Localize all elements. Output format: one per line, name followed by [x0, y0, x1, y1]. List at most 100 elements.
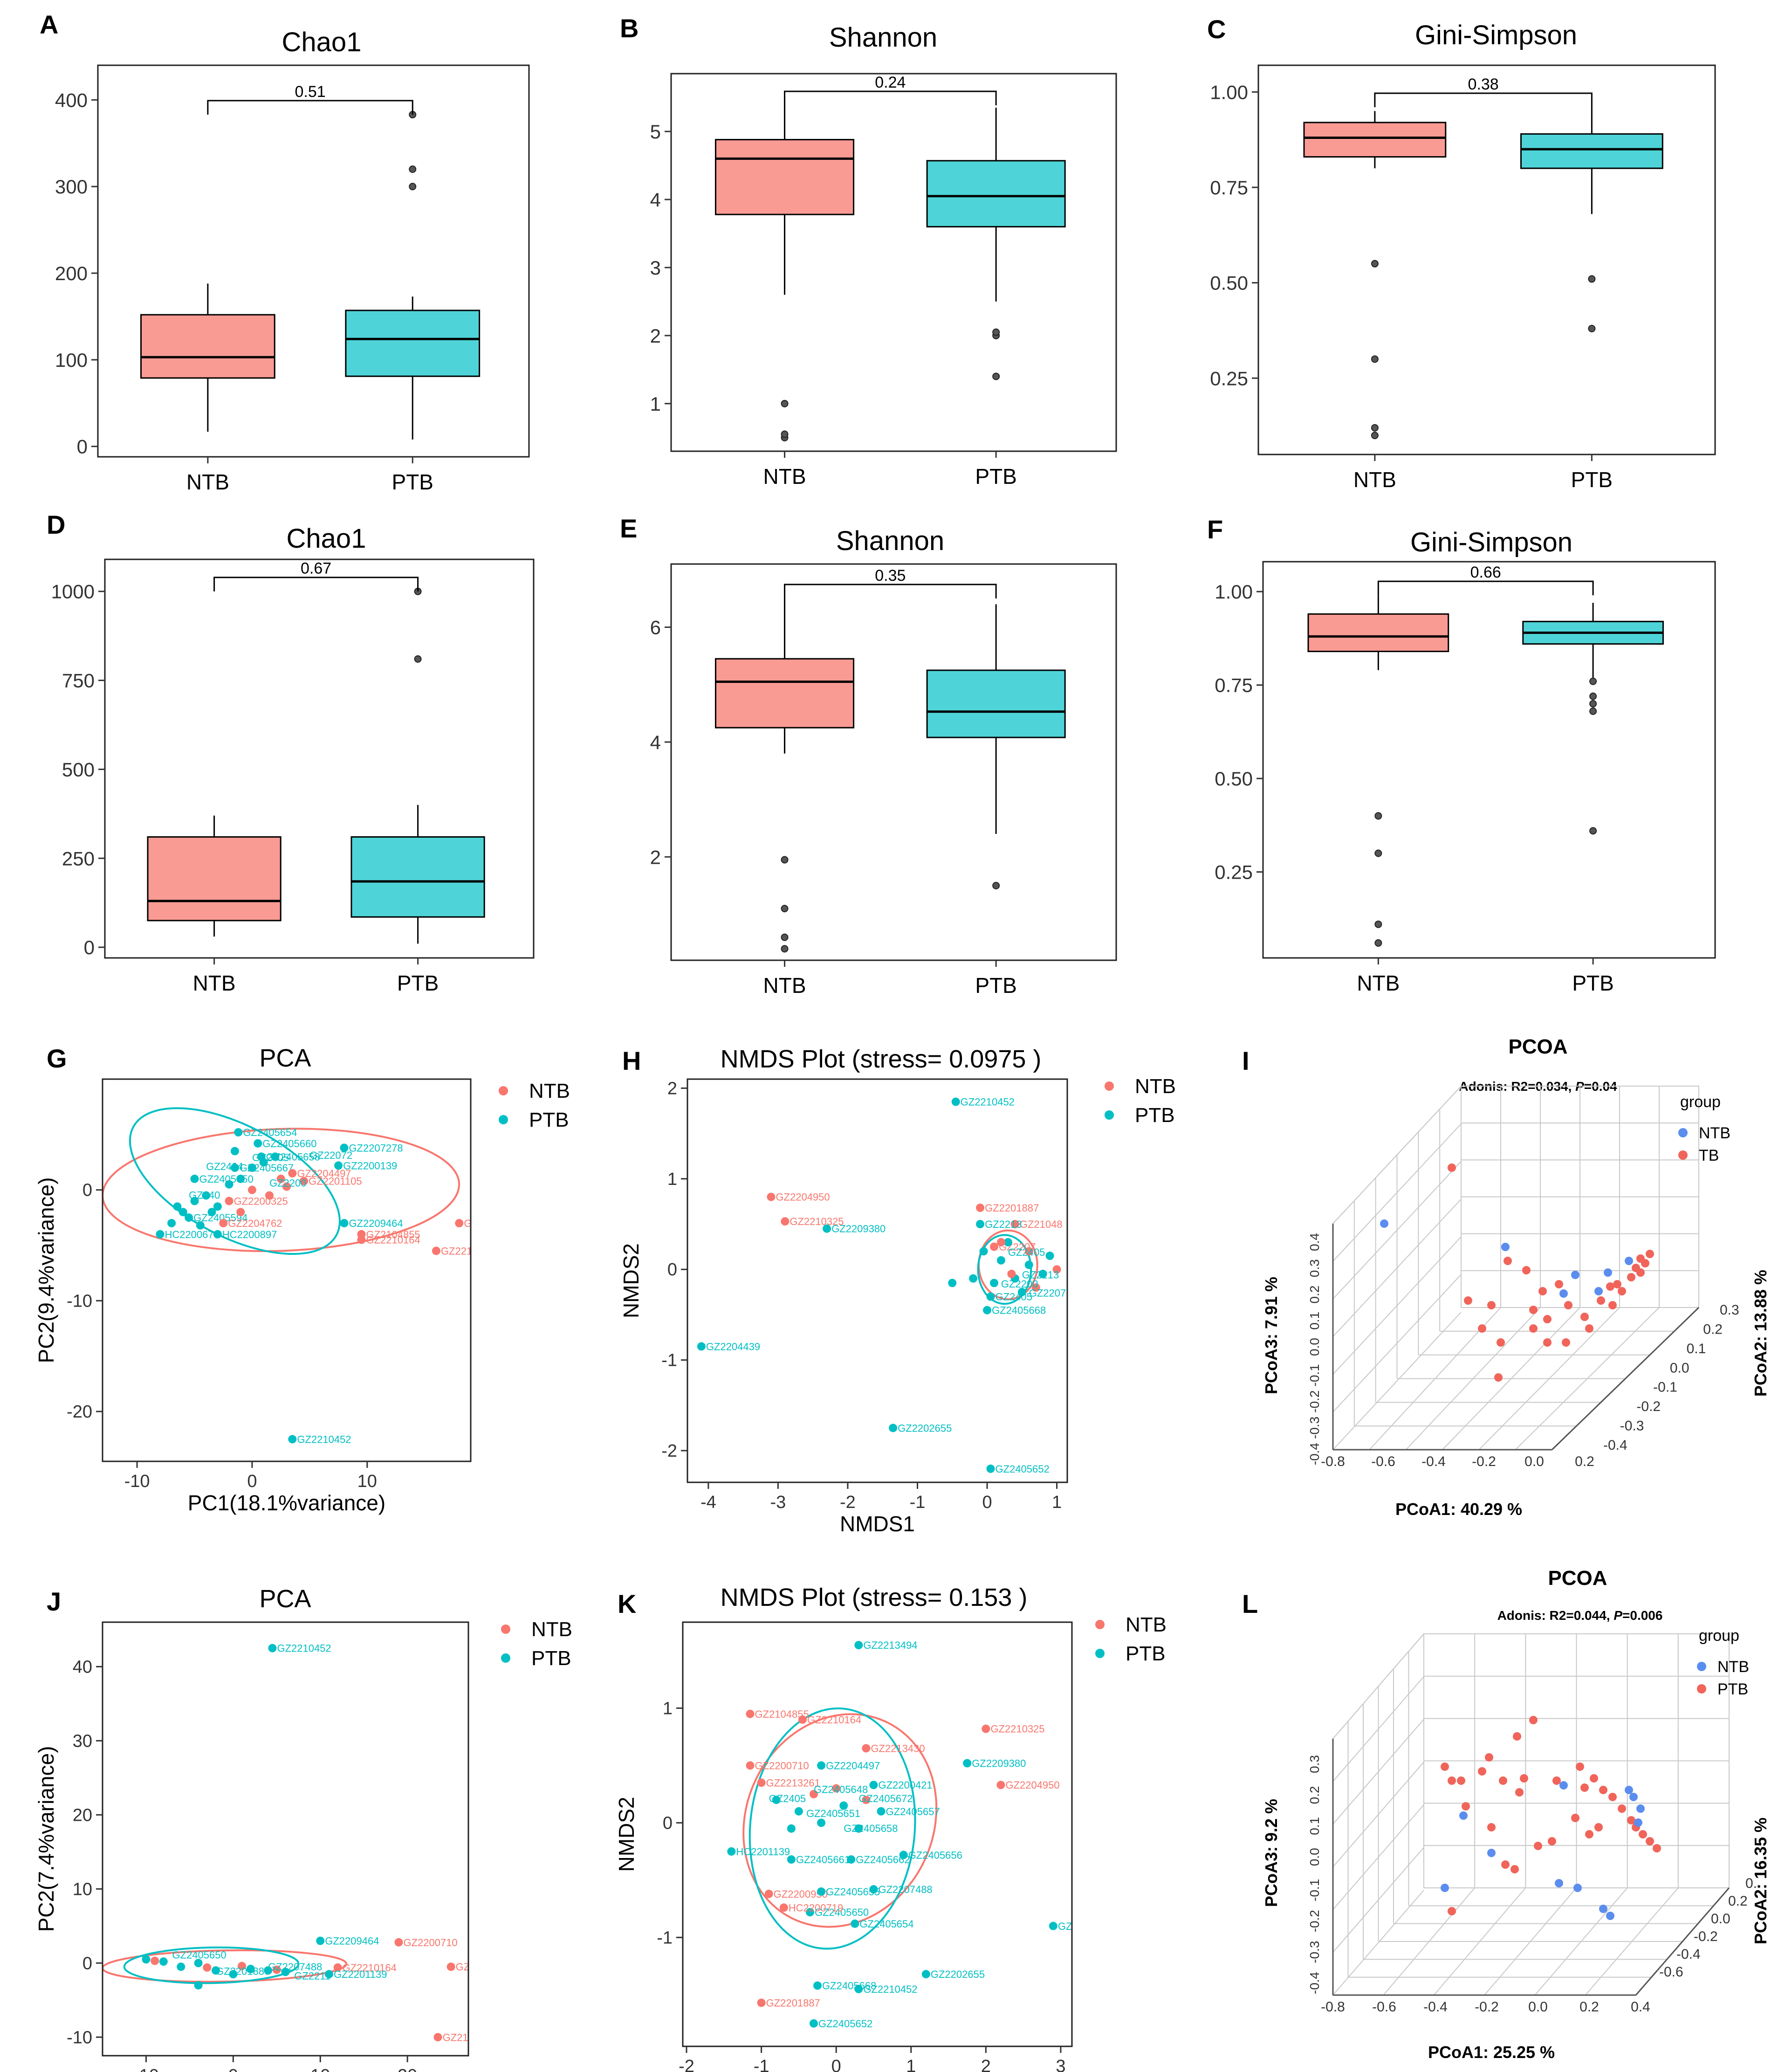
point-NTB — [247, 1185, 256, 1194]
point-red — [1448, 1907, 1456, 1915]
y-tick-label: 30 — [73, 1731, 92, 1751]
point-PTB — [340, 1143, 349, 1152]
outlier-point — [992, 328, 1000, 336]
chart-title: NMDS Plot (stress= 0.153 ) — [721, 1583, 1028, 1611]
significance-bracket — [213, 577, 419, 592]
x-tick-label: -0.4 — [1421, 1454, 1446, 1469]
point-PTB — [976, 1220, 985, 1229]
point-blue — [1571, 1271, 1579, 1279]
point-NTB — [779, 1903, 788, 1912]
point-PTB — [288, 1435, 297, 1444]
point-PTB — [254, 1139, 262, 1148]
x-tick-label: 10 — [310, 2066, 330, 2072]
plot-frame — [97, 64, 530, 458]
point-label: GZ2213 — [985, 1218, 1022, 1230]
box-outline — [1332, 1086, 1699, 1450]
cluster-label: GZ2405651 — [806, 1808, 860, 1819]
point-red — [1627, 1273, 1635, 1281]
point-label: GZ2405654 — [859, 1918, 913, 1930]
chart-title: PCA — [259, 1044, 311, 1072]
panel-J: J PCA GZ2210452 GZ2209464 GZ2200710 GZ2210325… — [34, 1585, 572, 2072]
panel-label: K — [618, 1589, 636, 1618]
legend-label: TB — [1699, 1147, 1719, 1164]
p-value-label: 0.38 — [1468, 76, 1499, 93]
chart-title: PCOA — [1548, 1567, 1607, 1590]
z-tick-label: 0.2 — [1307, 1786, 1322, 1804]
point-label: GZ2204762 — [228, 1218, 282, 1229]
x-tick-label: -0.2 — [1475, 1999, 1499, 2015]
y-tick-label: -0.3 — [1620, 1418, 1644, 1434]
x-tick-label: -4 — [700, 1493, 716, 1512]
panel-label: H — [622, 1046, 641, 1075]
point-PTB — [983, 1306, 992, 1315]
outlier-point — [781, 905, 789, 913]
point-NTB — [982, 1724, 990, 1733]
point-NTB — [272, 1965, 281, 1974]
point-red — [1534, 1842, 1542, 1850]
point-red — [1478, 1324, 1486, 1333]
point-label: GZ2405656 — [908, 1849, 962, 1861]
y-tick-label: 1.00 — [1210, 81, 1248, 103]
legend-label: NTB — [1699, 1124, 1730, 1142]
z-tick-label: -0.2 — [1307, 1391, 1322, 1413]
p-value-label: 0.24 — [875, 74, 906, 91]
y-tick-label: 1.00 — [1215, 581, 1253, 603]
point-label: GZ21048 — [1020, 1218, 1063, 1230]
outlier-point — [414, 655, 422, 663]
ellipse-PTB — [129, 1107, 341, 1255]
point-label: GZ2210164 — [343, 1962, 397, 1974]
box-PTB — [345, 310, 481, 377]
point-NTB — [203, 1963, 212, 1972]
y-tick-label: 500 — [62, 758, 95, 780]
point-PTB — [264, 1966, 273, 1975]
outlier-point — [1371, 432, 1379, 440]
point-label: GZ2209380 — [972, 1758, 1026, 1769]
point-PTB — [173, 1202, 182, 1211]
x-tick-label: NTB — [763, 464, 806, 489]
point-blue — [1625, 1257, 1633, 1265]
y-tick-label: 0.75 — [1210, 177, 1248, 199]
point-red — [1580, 1313, 1589, 1321]
y-tick-label: 1000 — [51, 581, 95, 603]
x-tick-label: NTB — [763, 973, 806, 998]
outlier-point — [1374, 812, 1382, 820]
y-tick-label: 0 — [667, 1260, 677, 1280]
point-NTB — [432, 1246, 440, 1255]
x-tick-label: 0 — [982, 1493, 992, 1512]
ellipse-PTB — [123, 1946, 300, 1984]
point-PTB — [207, 1208, 216, 1217]
point-label: GZ2209464 — [325, 1935, 379, 1947]
point-label: GZ2200139 — [343, 1160, 397, 1171]
point-NTB — [781, 1217, 790, 1226]
panel-label: A — [40, 10, 58, 39]
y-tick-label: -0.1 — [1653, 1380, 1677, 1395]
point-blue — [1487, 1849, 1496, 1857]
point-PTB — [921, 1970, 930, 1979]
y-tick-label: 0 — [82, 1954, 92, 1973]
x-tick-label: PTB — [397, 971, 439, 995]
legend-marker-PTB — [499, 1115, 508, 1124]
point-PTB — [817, 1887, 826, 1896]
point-label: GZ2210325 — [790, 1216, 844, 1227]
box-NTB — [140, 314, 275, 379]
point-label: HC2200719 — [789, 1902, 843, 1914]
point-label: GZ2200710 — [755, 1760, 809, 1771]
y-tick-label: 0 — [663, 1813, 673, 1833]
point-label: GZ2201887 — [985, 1202, 1039, 1214]
x-tick-label: -0.8 — [1321, 1454, 1345, 1469]
x-tick-label: 2 — [981, 2057, 991, 2072]
point-PTB — [1024, 1260, 1033, 1269]
ellipse-PTB — [977, 1234, 1032, 1305]
point-PTB — [196, 1221, 205, 1230]
point-label: GZ2104855 — [366, 1229, 420, 1240]
point-label: GZ2213261 — [766, 1777, 820, 1789]
panel-label: C — [1207, 14, 1226, 44]
plot-frame — [102, 1621, 469, 2057]
cluster-label: GZ2213 — [1022, 1269, 1059, 1281]
y-tick-label: 300 — [55, 176, 88, 198]
legend-label: NTB — [529, 1080, 570, 1102]
point-label: HC2201139 — [736, 1846, 790, 1858]
grid-3d — [1332, 1633, 1730, 1996]
plot-frame — [1257, 64, 1716, 455]
